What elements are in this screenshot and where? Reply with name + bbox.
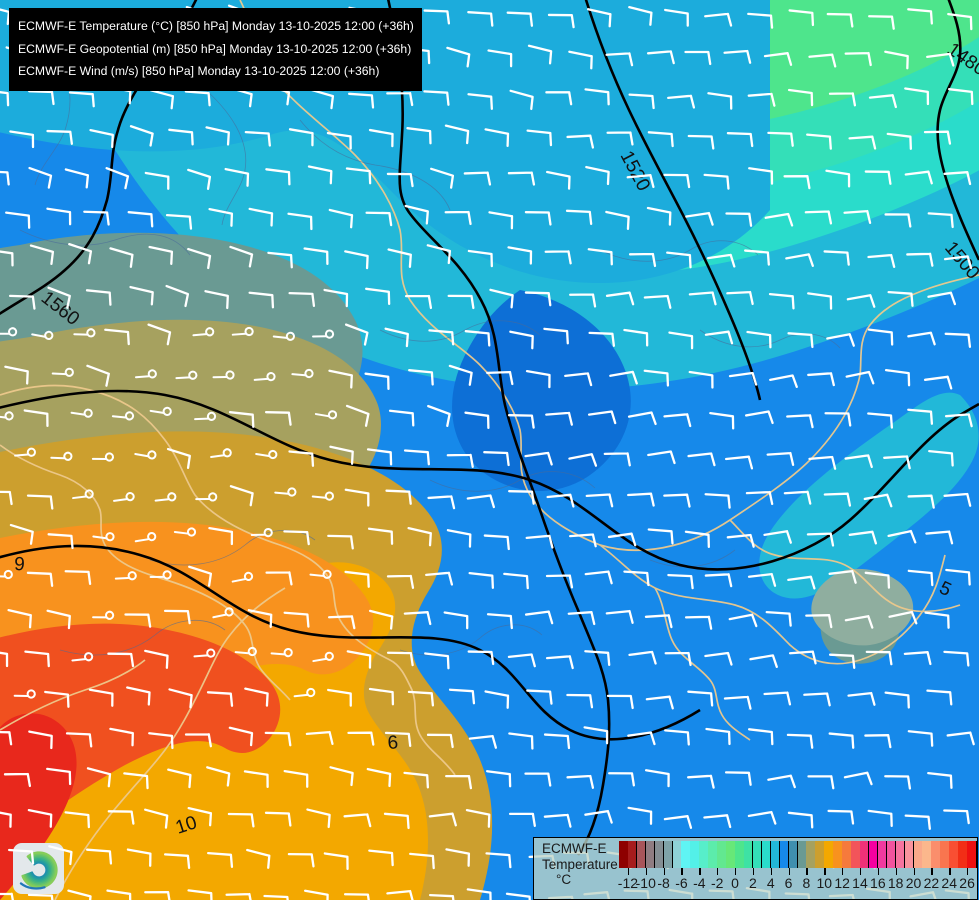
svg-text:9: 9 bbox=[14, 554, 25, 575]
svg-text:6: 6 bbox=[387, 732, 399, 754]
